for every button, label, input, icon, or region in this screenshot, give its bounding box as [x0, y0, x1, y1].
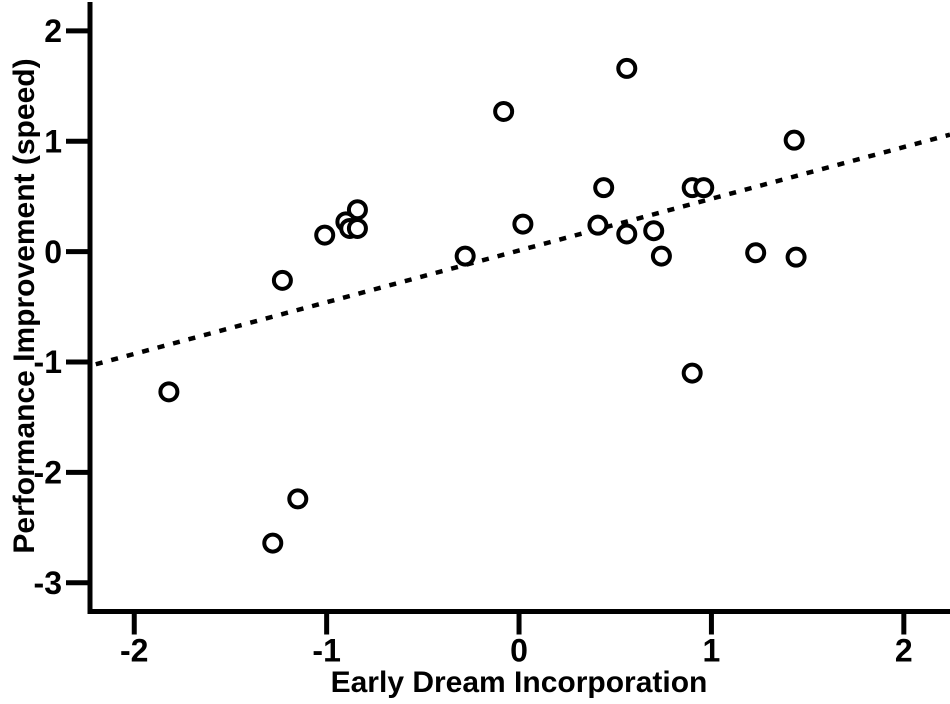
data-point — [454, 245, 476, 267]
data-point — [493, 100, 515, 122]
data-point — [616, 57, 638, 79]
y-tick-label: -1 — [34, 344, 62, 380]
x-axis: -2 -1 0 1 2 — [87, 609, 950, 669]
y-tick-label: 0 — [44, 234, 62, 270]
x-tick-label: 0 — [510, 633, 528, 669]
data-point — [158, 381, 180, 403]
data-point — [314, 224, 336, 246]
y-tick-label: 2 — [44, 13, 62, 49]
data-point — [346, 217, 368, 239]
x-axis-title: Early Dream Incorporation — [331, 666, 708, 699]
data-point — [287, 488, 309, 510]
y-axis: 2 1 0 -1 -2 -3 — [34, 2, 93, 614]
data-point — [643, 220, 665, 242]
data-point — [262, 532, 284, 554]
data-point — [785, 246, 807, 268]
data-point — [512, 213, 534, 235]
x-tick-label: 2 — [895, 633, 913, 669]
data-point — [693, 177, 715, 199]
y-tick-label: 1 — [44, 123, 62, 159]
data-point — [650, 245, 672, 267]
x-tick-label: 1 — [703, 633, 721, 669]
y-tick-label: -3 — [34, 565, 62, 601]
x-tick-label: -2 — [120, 633, 148, 669]
data-point — [681, 362, 703, 384]
y-tick-label: -2 — [34, 455, 62, 491]
data-point — [616, 223, 638, 245]
trend-line — [95, 132, 950, 367]
x-tick-label: -1 — [312, 633, 340, 669]
data-point — [745, 242, 767, 264]
data-point — [587, 214, 609, 236]
data-point — [271, 269, 293, 291]
data-point — [783, 129, 805, 151]
data-points-layer — [158, 57, 807, 554]
data-point — [593, 177, 615, 199]
trend-line-layer — [95, 132, 950, 367]
y-axis-title: Performance Improvement (speed) — [8, 58, 41, 553]
